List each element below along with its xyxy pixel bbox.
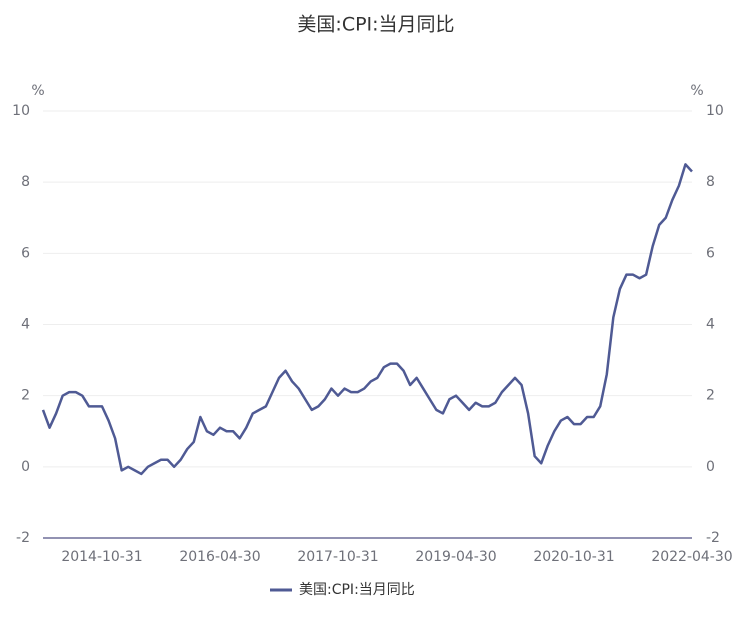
y2-unit: % — [690, 83, 703, 99]
y2-tick-label: 10 — [706, 103, 724, 119]
y2-tick-label: 0 — [706, 459, 715, 475]
y-tick-label: 8 — [21, 174, 30, 190]
legend-label: 美国:CPI:当月同比 — [299, 582, 415, 598]
y-tick-label: -2 — [16, 530, 30, 546]
y2-tick-label: 8 — [706, 174, 715, 190]
x-tick-label: 2022-04-30 — [651, 549, 732, 565]
y-tick-label: 10 — [12, 103, 30, 119]
y-tick-label: 0 — [21, 459, 30, 475]
series-line — [41, 163, 693, 476]
y2-tick-label: 2 — [706, 388, 715, 404]
y2-tick-label: 4 — [706, 317, 715, 333]
x-tick-label: 2020-10-31 — [533, 549, 614, 565]
x-tick-label: 2016-04-30 — [179, 549, 260, 565]
chart-title: 美国:CPI:当月同比 — [297, 14, 454, 36]
y2-tick-label: -2 — [706, 530, 720, 546]
x-tick-label: 2017-10-31 — [297, 549, 378, 565]
x-tick-label: 2019-04-30 — [415, 549, 496, 565]
y-tick-label: 2 — [21, 388, 30, 404]
y2-tick-label: 6 — [706, 245, 715, 261]
y-tick-label: 6 — [21, 245, 30, 261]
x-tick-label: 2014-10-31 — [61, 549, 142, 565]
y-unit: % — [31, 83, 44, 99]
y-tick-label: 4 — [21, 317, 30, 333]
